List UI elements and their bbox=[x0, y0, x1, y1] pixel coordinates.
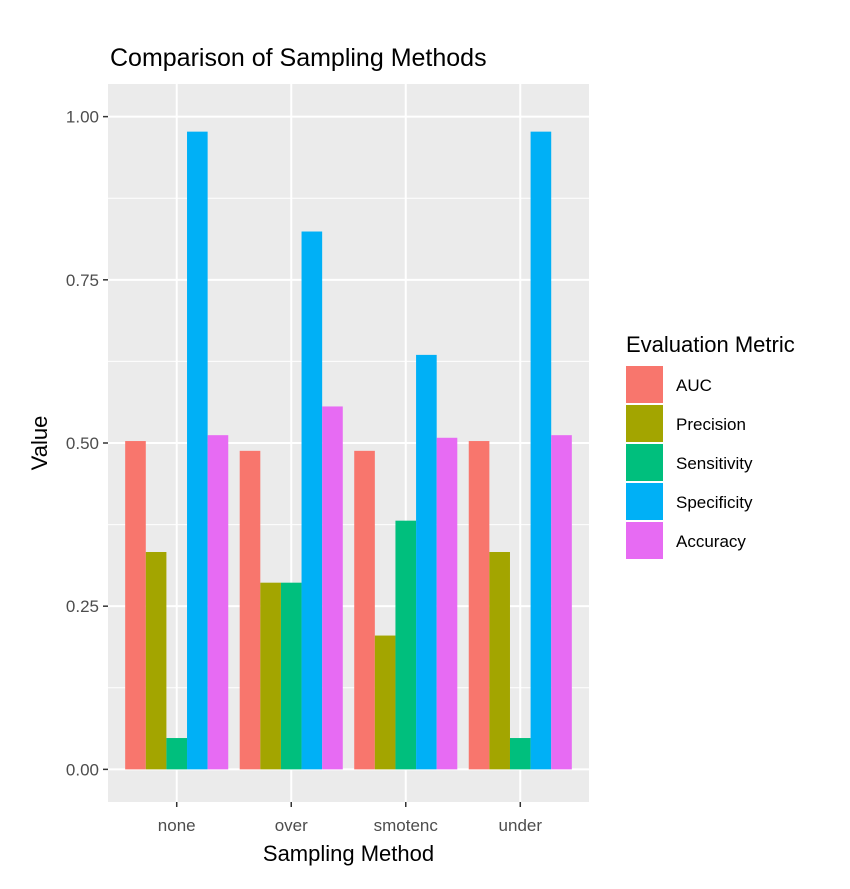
y-axis-title: Value bbox=[27, 416, 52, 471]
bars bbox=[125, 131, 572, 770]
bar-specificity-over bbox=[301, 231, 323, 770]
legend-label-accuracy: Accuracy bbox=[676, 532, 746, 551]
bar-auc-under bbox=[468, 441, 490, 770]
bar-specificity-under bbox=[530, 131, 552, 770]
bar-specificity-none bbox=[187, 131, 208, 770]
bar-accuracy-over bbox=[322, 406, 343, 770]
x-tick-label: none bbox=[158, 816, 196, 835]
bar-accuracy-smotenc bbox=[436, 437, 458, 770]
bar-precision-under bbox=[489, 552, 510, 770]
bar-sensitivity-none bbox=[166, 738, 188, 770]
bar-sensitivity-under bbox=[509, 738, 531, 770]
y-tick-label: 0.75 bbox=[66, 271, 99, 290]
legend-key-sensitivity bbox=[626, 444, 663, 481]
bar-auc-over bbox=[239, 450, 261, 770]
bar-accuracy-under bbox=[551, 435, 572, 770]
legend-key-auc bbox=[626, 366, 663, 403]
legend-key-specificity bbox=[626, 483, 663, 520]
x-axis-title: Sampling Method bbox=[263, 841, 434, 866]
x-tick-label: smotenc bbox=[374, 816, 439, 835]
bar-precision-over bbox=[260, 582, 281, 770]
bar-specificity-smotenc bbox=[416, 354, 437, 770]
x-tick-label: under bbox=[499, 816, 543, 835]
x-tick-label: over bbox=[275, 816, 308, 835]
chart-title: Comparison of Sampling Methods bbox=[110, 44, 487, 72]
legend-title: Evaluation Metric bbox=[626, 332, 795, 357]
bar-sensitivity-smotenc bbox=[395, 520, 417, 770]
legend-key-precision bbox=[626, 405, 663, 442]
legend: Evaluation Metric AUC Precision Sensitivit… bbox=[626, 332, 795, 559]
y-tick-label: 1.00 bbox=[66, 108, 99, 127]
y-tick-label: 0.25 bbox=[66, 597, 99, 616]
legend-key-accuracy bbox=[626, 522, 663, 559]
bar-sensitivity-over bbox=[280, 582, 302, 770]
bar-auc-smotenc bbox=[354, 450, 375, 770]
bar-precision-none bbox=[145, 552, 167, 770]
legend-label-auc: AUC bbox=[676, 376, 712, 395]
x-axis: none over smotenc under bbox=[158, 802, 543, 835]
bar-precision-smotenc bbox=[374, 635, 396, 770]
legend-label-specificity: Specificity bbox=[676, 493, 753, 512]
legend-label-precision: Precision bbox=[676, 415, 746, 434]
legend-label-sensitivity: Sensitivity bbox=[676, 454, 753, 473]
y-tick-label: 0.50 bbox=[66, 434, 99, 453]
bar-auc-none bbox=[125, 441, 146, 770]
y-axis: 0.00 0.25 0.50 0.75 1.00 bbox=[66, 108, 108, 779]
bar-accuracy-none bbox=[207, 435, 229, 770]
y-tick-label: 0.00 bbox=[66, 760, 99, 779]
